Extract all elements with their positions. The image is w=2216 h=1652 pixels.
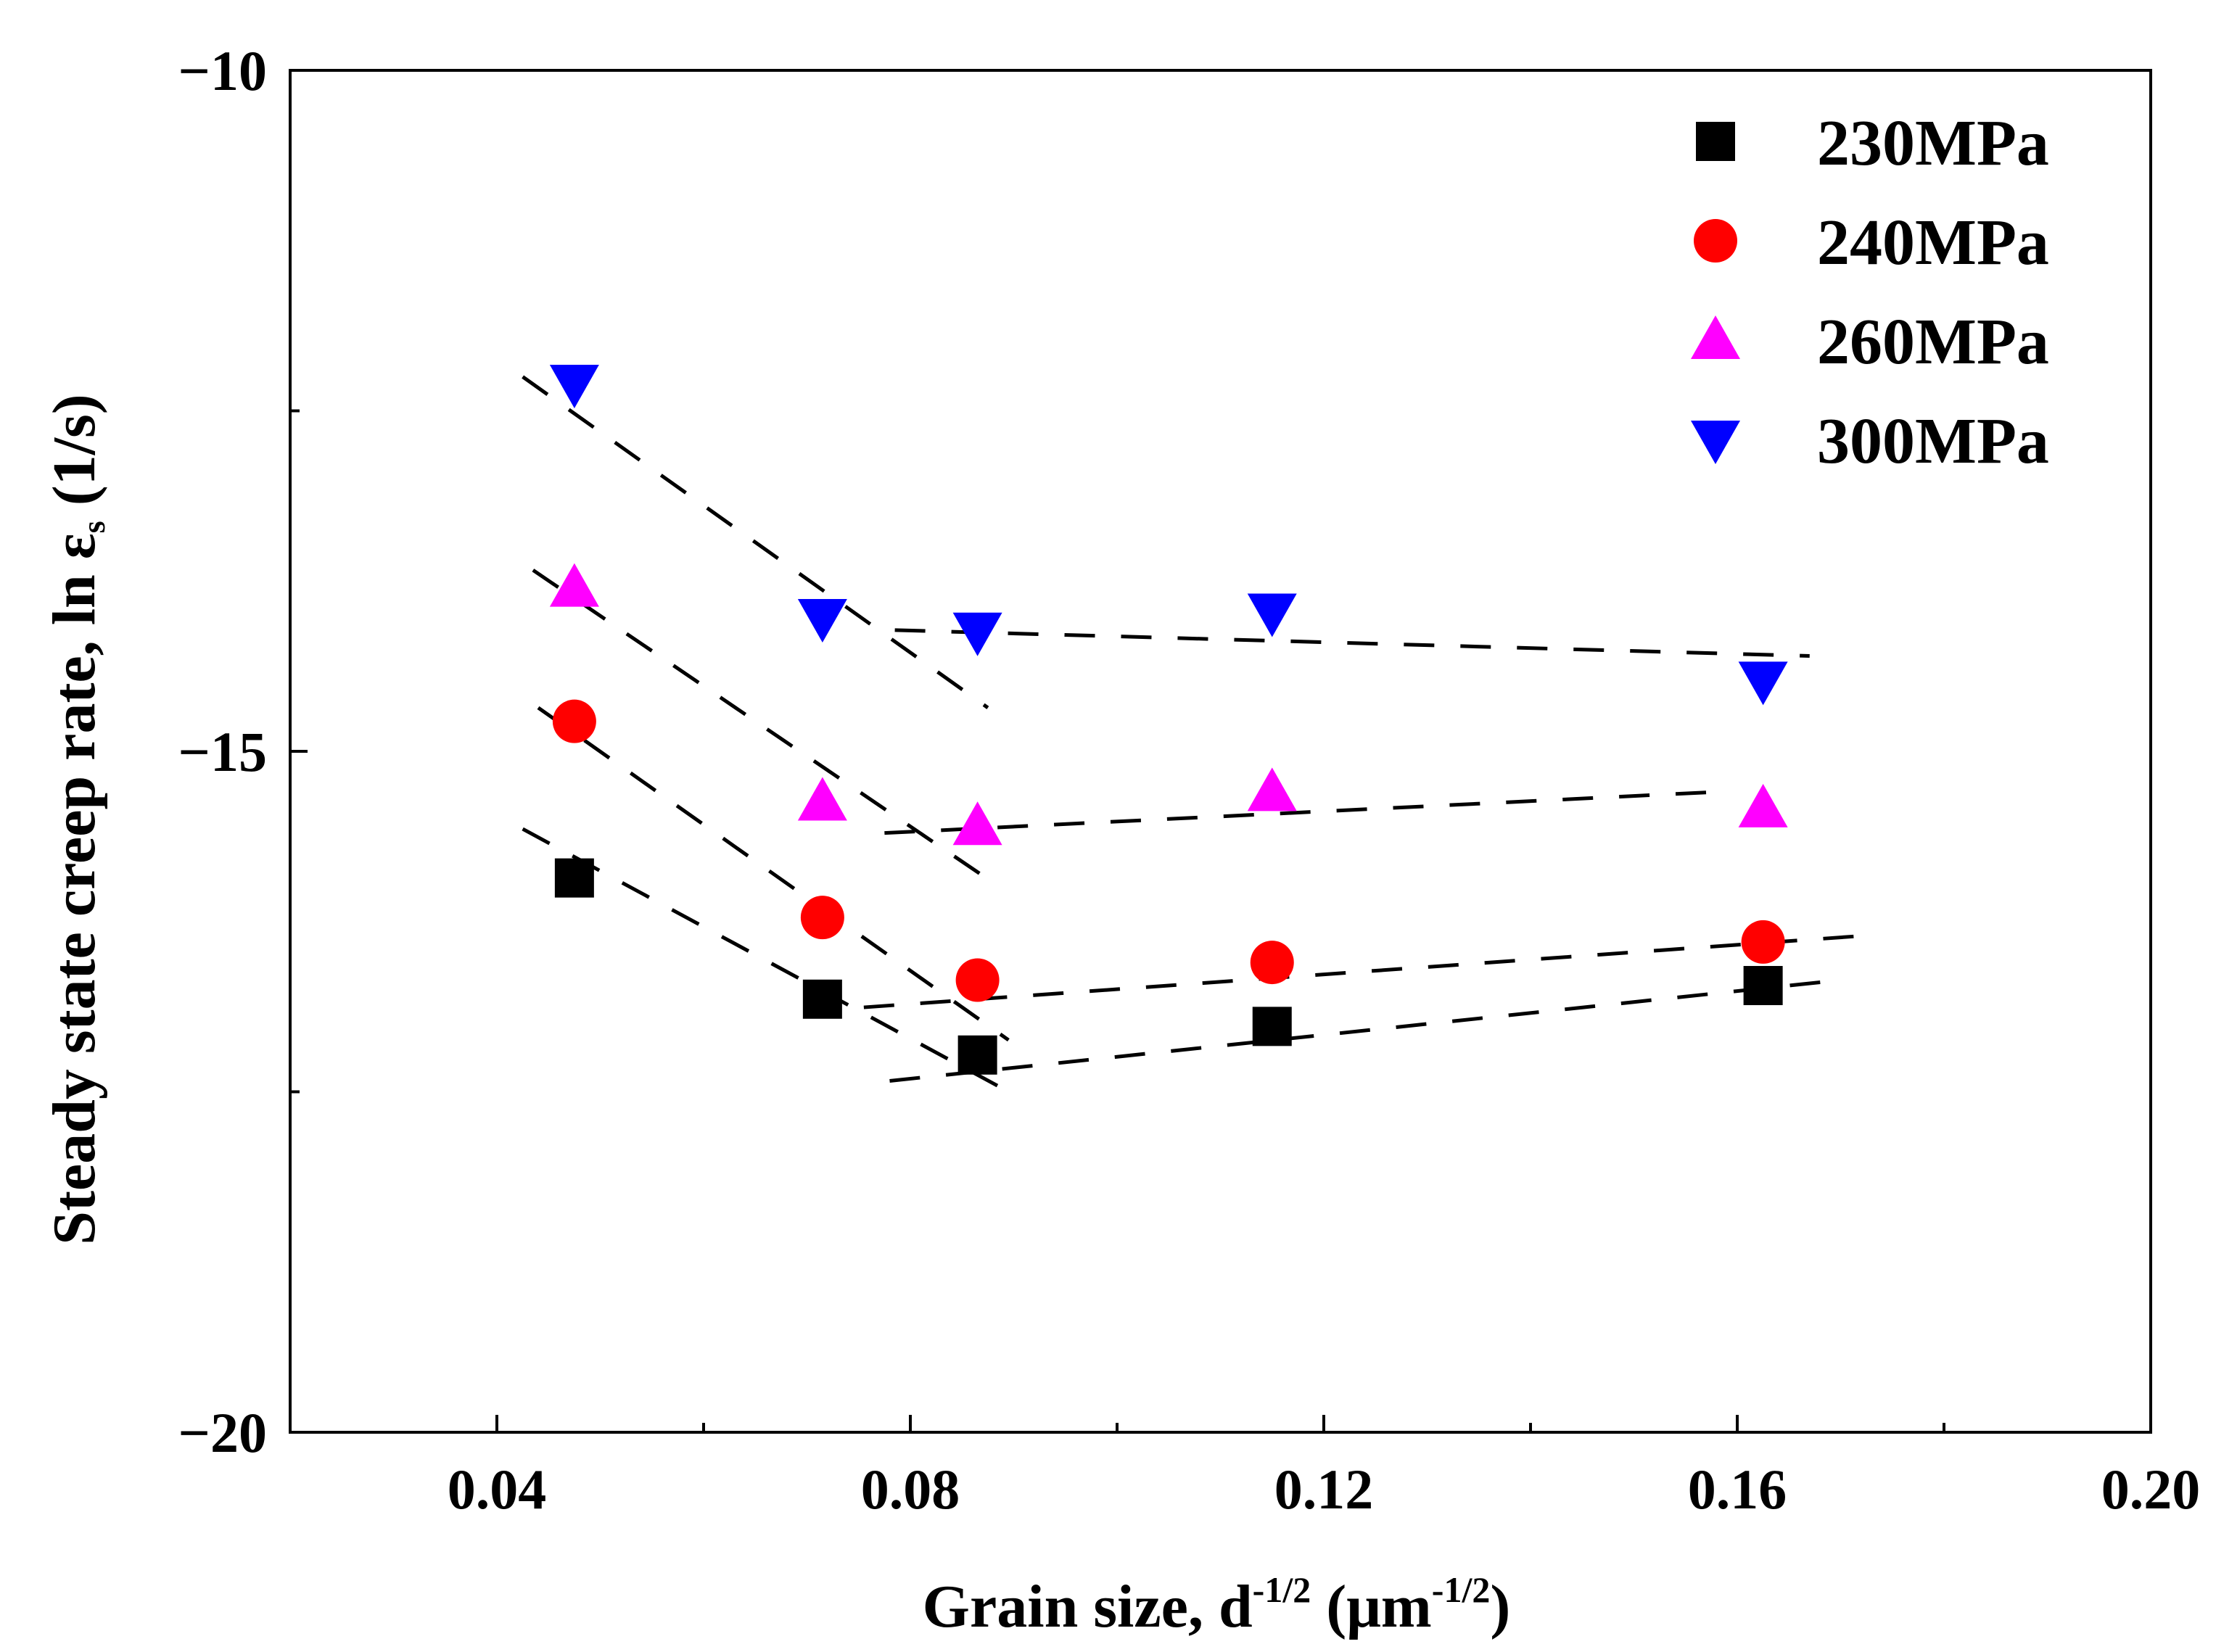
data-point-240mpa (801, 896, 844, 939)
x-axis-title-prefix: Grain size, d (923, 1573, 1253, 1640)
legend: 230MPa 240MPa 260MPa 300MPa (1691, 107, 2049, 477)
fit-line (523, 377, 988, 708)
data-point-300mpa (798, 599, 847, 643)
data-point-240mpa (553, 700, 596, 743)
data-point-230mpa (555, 859, 594, 898)
data-point-300mpa (953, 613, 1002, 656)
x-axis-title-exp1: -1/2 (1253, 1569, 1311, 1610)
fit-line (895, 630, 1810, 656)
data-point-260mpa (1248, 767, 1297, 811)
x-axis-title-suffix: ) (1490, 1573, 1510, 1640)
legend-label: 260MPa (1817, 306, 2049, 378)
y-tick-label: −10 (178, 39, 267, 102)
fit-line (884, 792, 1711, 833)
y-axis-title-suffix: (1/s) (41, 394, 108, 521)
data-point-300mpa (550, 365, 599, 408)
fit-line (533, 570, 998, 886)
data-point-240mpa (1742, 920, 1785, 964)
legend-label: 300MPa (1817, 405, 2049, 477)
x-axis-title-mid: (μm (1311, 1573, 1432, 1640)
data-point-240mpa (1251, 941, 1294, 984)
fit-line (538, 708, 1008, 1040)
fit-lines (523, 377, 1872, 1095)
data-point-300mpa (1248, 593, 1297, 637)
data-point-260mpa (953, 801, 1002, 845)
data-point-300mpa (1739, 661, 1788, 705)
data-points (550, 365, 1788, 1075)
data-point-240mpa (956, 959, 1000, 1002)
x-axis-title: Grain size, d-1/2 (μm-1/2) (923, 1569, 1511, 1640)
legend-marker-260mpa (1691, 315, 1740, 359)
legend-marker-300mpa (1691, 421, 1740, 464)
x-tick-label: 0.20 (2101, 1458, 2201, 1521)
fit-line (890, 980, 1841, 1081)
data-point-230mpa (958, 1036, 997, 1075)
y-axis-title-sub: s (76, 521, 112, 533)
x-tick-label: 0.04 (448, 1458, 547, 1521)
fit-line (523, 829, 1014, 1094)
data-point-230mpa (1744, 966, 1783, 1005)
y-axis-title: Steady state creep rate, ln εs (1/s) (41, 394, 112, 1245)
legend-label: 230MPa (1817, 107, 2049, 179)
x-tick-label: 0.16 (1688, 1458, 1787, 1521)
data-point-230mpa (1253, 1007, 1292, 1046)
x-tick-label: 0.08 (861, 1458, 960, 1521)
data-point-260mpa (798, 777, 847, 820)
data-point-230mpa (803, 980, 842, 1019)
y-tick-label: −20 (178, 1401, 267, 1464)
data-point-260mpa (1739, 784, 1788, 827)
legend-marker-240mpa (1694, 219, 1737, 263)
x-axis-title-exp2: -1/2 (1432, 1569, 1491, 1610)
x-tick-label: 0.12 (1274, 1458, 1374, 1521)
y-tick-label: −15 (178, 720, 267, 783)
fit-line (864, 936, 1871, 1008)
legend-label: 240MPa (1817, 207, 2049, 278)
legend-marker-230mpa (1696, 122, 1735, 161)
y-axis-title-prefix: Steady state creep rate, ln ε (41, 533, 108, 1244)
